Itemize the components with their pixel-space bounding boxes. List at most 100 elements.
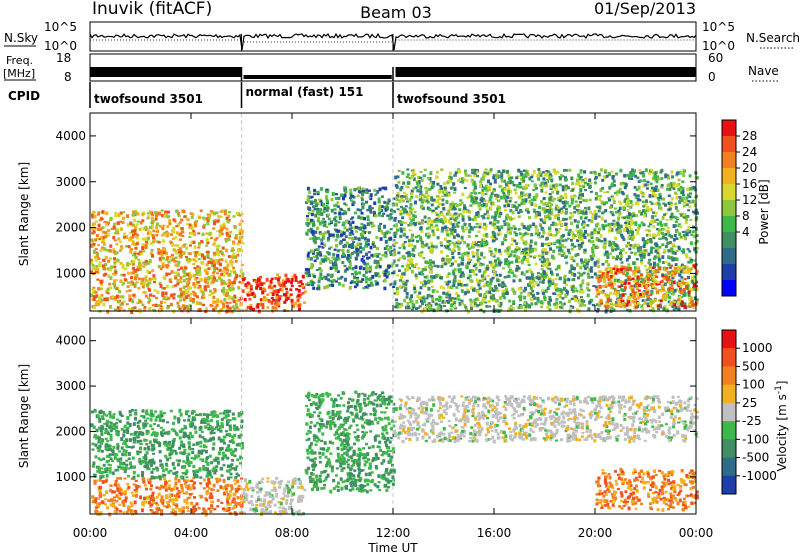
data-cell [340, 193, 344, 198]
data-cell [643, 249, 647, 252]
data-cell [482, 275, 486, 279]
data-cell [632, 245, 636, 249]
data-cell [579, 296, 583, 299]
data-cell [544, 251, 548, 255]
data-cell [580, 258, 583, 262]
data-cell [591, 216, 595, 220]
data-cell [662, 233, 666, 236]
data-cell [601, 187, 605, 190]
data-cell [137, 258, 141, 261]
data-cell [321, 259, 325, 263]
data-cell [484, 301, 488, 304]
data-cell [583, 170, 587, 174]
data-cell [314, 230, 318, 234]
data-cell [525, 171, 529, 175]
data-cell [570, 272, 574, 276]
data-cell [610, 211, 614, 215]
data-cell [623, 228, 627, 232]
data-cell [383, 232, 387, 236]
data-cell [109, 216, 113, 221]
data-cell [474, 200, 478, 205]
data-cell [552, 234, 556, 237]
data-cell [91, 266, 95, 271]
data-cell [578, 301, 582, 304]
data-cell [189, 244, 192, 247]
data-cell [314, 201, 318, 205]
data-cell [490, 287, 494, 292]
data-cell [387, 273, 391, 276]
data-cell [503, 296, 507, 300]
data-cell [183, 271, 187, 274]
data-cell [431, 275, 435, 280]
data-cell [263, 296, 266, 299]
data-cell [555, 239, 559, 243]
data-cell [173, 219, 177, 223]
data-cell [416, 189, 420, 193]
data-cell [652, 188, 655, 193]
data-cell [240, 281, 244, 285]
data-cell [577, 196, 581, 200]
data-cell [474, 242, 478, 247]
data-cell [188, 272, 192, 276]
data-cell [157, 241, 161, 244]
data-cell [192, 258, 196, 261]
data-cell [417, 267, 421, 270]
data-cell [327, 222, 331, 226]
data-cell [144, 225, 148, 230]
data-cell [318, 198, 322, 201]
data-cell [664, 260, 668, 264]
data-cell [420, 220, 424, 225]
data-cell [550, 178, 554, 183]
data-cell [430, 210, 434, 214]
data-cell [456, 225, 460, 228]
data-cell [441, 203, 445, 206]
data-cell [457, 179, 461, 183]
data-cell [480, 274, 484, 278]
data-cell [503, 196, 507, 200]
data-cell [414, 186, 418, 189]
data-cell [312, 255, 316, 259]
data-cell [652, 265, 656, 269]
data-cell [423, 195, 427, 199]
data-cell [634, 174, 638, 178]
data-cell [195, 283, 199, 286]
data-cell [361, 190, 365, 193]
data-cell [213, 219, 217, 222]
data-cell [516, 175, 520, 178]
data-cell [548, 175, 552, 180]
data-cell [466, 253, 470, 258]
data-cell [130, 276, 133, 280]
data-cell [573, 273, 577, 277]
data-cell [472, 174, 476, 178]
data-cell [398, 199, 402, 203]
data-cell [235, 211, 239, 216]
data-cell [539, 218, 543, 221]
data-cell [558, 246, 562, 251]
data-cell [112, 282, 116, 285]
data-cell [240, 230, 244, 235]
data-cell [646, 302, 650, 306]
data-cell [232, 307, 236, 312]
data-cell [378, 265, 382, 269]
data-cell [636, 228, 640, 233]
data-cell [185, 223, 189, 226]
data-cell [686, 282, 690, 285]
data-cell [226, 234, 230, 238]
data-cell [201, 232, 205, 237]
data-cell [155, 213, 158, 218]
data-cell [460, 299, 464, 303]
data-cell [471, 252, 475, 256]
data-cell [525, 251, 529, 255]
data-cell [554, 233, 558, 237]
data-cell [550, 278, 554, 283]
data-cell [695, 239, 699, 243]
data-cell [507, 264, 511, 269]
data-cell [357, 237, 361, 242]
data-cell [657, 257, 661, 261]
date-title: 01/Sep/2013 [594, 0, 696, 18]
data-cell [164, 291, 168, 296]
data-cell [237, 298, 241, 302]
data-cell [384, 207, 388, 212]
data-cell [460, 235, 464, 240]
data-cell [481, 297, 485, 302]
